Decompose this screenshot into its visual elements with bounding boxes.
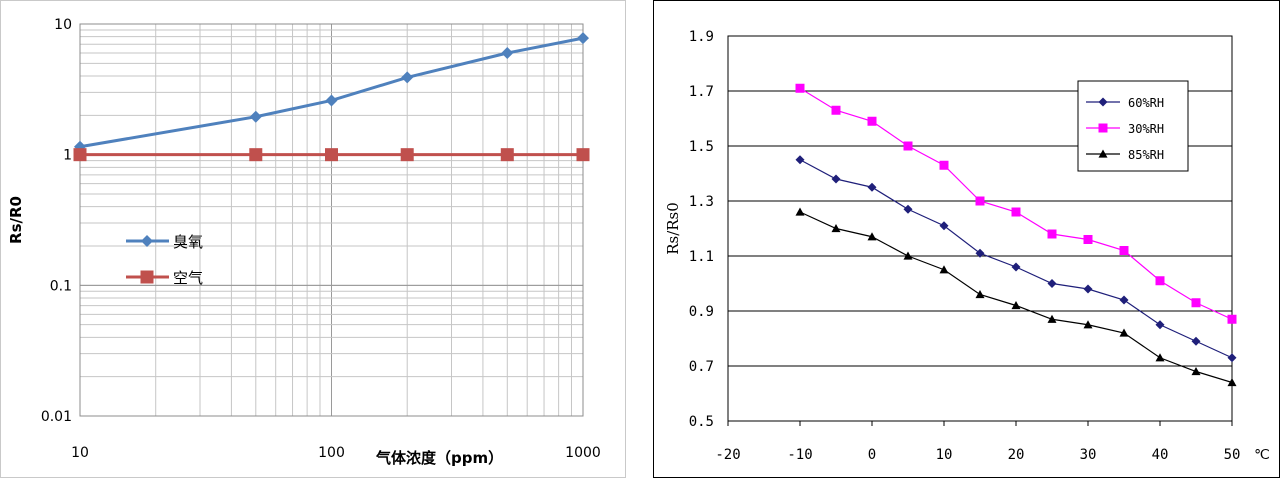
data-point-2	[1227, 378, 1237, 387]
data-point-1	[576, 148, 590, 162]
data-point-1	[500, 148, 514, 162]
data-point-1	[325, 148, 338, 162]
x-tick-label: 40	[1152, 447, 1169, 463]
right-chart-svg: -20 -10 0 10 20 30 40 50 ℃ 0.5 0.7 0.9 1.1 1.3 1.5 1.7 1…	[664, 29, 1270, 463]
x-axis-label: 气体浓度（ppm）	[375, 449, 503, 467]
legend-box	[1077, 80, 1189, 172]
legend-label: 空气	[173, 269, 203, 287]
y-axis-label: Rs/Rs0	[664, 202, 682, 255]
series-line-0	[79, 36, 584, 149]
data-point-0	[975, 248, 985, 258]
x-tick-label: 1000	[565, 445, 601, 461]
data-point-0	[325, 94, 338, 107]
data-point-0	[249, 110, 262, 123]
y-tick-label: 1.7	[689, 84, 714, 100]
data-point-0	[1119, 295, 1129, 305]
data-point-1	[1155, 276, 1165, 286]
data-point-2	[975, 290, 985, 299]
data-point-0	[1011, 262, 1021, 272]
data-point-1	[249, 148, 263, 162]
y-tick-label: 1.1	[689, 249, 714, 265]
x-tick-label: 20	[1008, 447, 1025, 463]
data-point-2	[867, 232, 877, 241]
data-point-2	[903, 251, 913, 260]
legend-label: 30%RH	[1128, 122, 1164, 136]
legend-marker	[140, 270, 154, 284]
data-point-1	[73, 148, 87, 162]
data-point-1	[867, 116, 877, 126]
data-point-1	[939, 160, 949, 170]
data-point-0	[867, 182, 877, 192]
legend-label: 60%RH	[1128, 96, 1164, 110]
data-point-2	[939, 265, 949, 274]
x-tick-label: 30	[1080, 447, 1097, 463]
data-point-0	[903, 204, 913, 214]
y-tick-label: 1.5	[689, 139, 714, 155]
temperature-humidity-chart: -20 -10 0 10 20 30 40 50 ℃ 0.5 0.7 0.9 1.1 1.3 1.5 1.7 1…	[653, 0, 1280, 478]
data-point-1	[831, 105, 841, 115]
y-tick-label: 1.9	[689, 29, 714, 45]
data-point-0	[577, 32, 589, 45]
legend-marker	[1098, 97, 1108, 107]
legend-label: 臭氧	[173, 233, 203, 251]
x-unit-label: ℃	[1254, 447, 1270, 463]
legend-marker	[141, 235, 153, 247]
legend-marker	[1098, 149, 1108, 158]
y-tick-label: 0.1	[50, 278, 72, 294]
data-point-0	[939, 221, 949, 231]
y-tick-label: 0.7	[689, 359, 714, 375]
plot-area-border	[79, 23, 584, 417]
data-point-0	[1083, 284, 1093, 294]
series-line-2	[799, 211, 1233, 384]
series-line-0	[799, 159, 1233, 359]
legend-marker	[1098, 123, 1108, 133]
data-point-1	[1119, 246, 1129, 255]
y-tick-label: 1.3	[689, 194, 714, 210]
data-point-0	[1227, 353, 1237, 363]
data-point-2	[1083, 320, 1093, 329]
data-point-0	[1047, 279, 1057, 288]
x-tick-label: 100	[318, 445, 345, 461]
data-point-2	[1155, 353, 1165, 362]
data-point-1	[1083, 235, 1093, 244]
x-tick-label: 10	[71, 445, 89, 461]
y-axis-label: Rs/R0	[7, 196, 25, 244]
plot-area-border	[727, 35, 1233, 422]
x-tick-label: 0	[868, 447, 876, 463]
x-tick-label: 10	[936, 447, 953, 463]
y-tick-label: 1	[63, 148, 72, 164]
x-tick-label: -10	[787, 447, 812, 463]
data-point-2	[1119, 328, 1129, 337]
data-point-1	[400, 148, 414, 162]
data-point-1	[1191, 298, 1201, 308]
data-point-1	[1227, 314, 1237, 324]
ozone-concentration-chart: 0.01 0.1 1 10 10 100 1000 气体浓度（ppm） Rs/R0 臭氧空气	[0, 0, 626, 478]
data-point-2	[1011, 301, 1021, 310]
data-point-0	[1191, 336, 1201, 346]
data-point-2	[1191, 367, 1201, 376]
data-point-0	[795, 155, 805, 165]
y-tick-label: 0.5	[689, 414, 714, 430]
data-point-0	[831, 174, 841, 184]
data-point-0	[1155, 320, 1165, 330]
legend-label: 85%RH	[1128, 148, 1164, 162]
data-point-2	[831, 224, 841, 233]
data-point-0	[501, 46, 514, 59]
data-point-1	[975, 196, 985, 206]
x-tick-label: -20	[715, 447, 740, 463]
data-point-1	[1047, 229, 1057, 239]
data-point-0	[401, 71, 414, 84]
x-tick-label: 50	[1224, 447, 1241, 463]
data-point-1	[903, 141, 913, 151]
data-point-1	[1011, 207, 1021, 217]
y-tick-label: 10	[54, 17, 72, 33]
y-tick-label: 0.9	[689, 304, 714, 320]
y-tick-label: 0.01	[41, 409, 72, 425]
data-point-1	[795, 83, 805, 93]
data-point-2	[1047, 314, 1057, 323]
data-point-2	[795, 207, 805, 216]
